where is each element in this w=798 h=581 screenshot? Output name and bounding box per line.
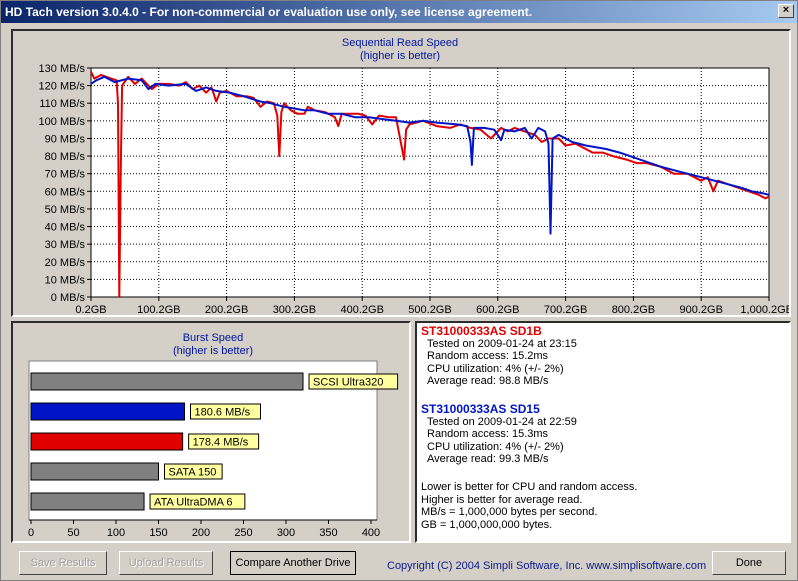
note-line: GB = 1,000,000,000 bytes.	[421, 518, 553, 531]
results-info-panel: ST31000333AS SD1B Tested on 2009-01-24 a…	[415, 321, 791, 543]
y-tick-label: 20 MB/s	[45, 257, 86, 269]
burst-bar-label-box	[164, 463, 223, 480]
y-tick-label: 70 MB/s	[45, 169, 86, 181]
window-title: HD Tach version 3.0.4.0 - For non-commer…	[5, 5, 533, 19]
x-tick-label: 900.2GB	[679, 304, 722, 315]
burst-bar-label-box	[149, 493, 246, 510]
upload-results-button[interactable]: Upload Results	[119, 551, 213, 575]
burst-bar	[30, 402, 186, 421]
drive1-tested: Tested on 2009-01-24 at 23:15	[427, 337, 577, 350]
y-tick-label: 40 MB/s	[45, 222, 86, 234]
drive2-cpu-utilization: CPU utilization: 4% (+/- 2%)	[427, 440, 564, 453]
series-line-1	[89, 71, 770, 298]
burst-speed-chart: Burst Speed (higher is better) 0 50 100 150…	[28, 332, 399, 539]
burst-bar	[30, 372, 304, 391]
x-tick-label: 300.2GB	[273, 304, 316, 315]
drive1-random-access: Random access: 15.2ms	[427, 350, 549, 363]
burst-bar-label-box	[188, 433, 260, 450]
burst-x-tick-label: 200	[192, 527, 210, 539]
burst-bar-label-box	[308, 373, 399, 390]
burst-x-tick-label: 250	[234, 527, 252, 539]
burst-x-tick-label: 100	[107, 527, 125, 539]
title-bar[interactable]: HD Tach version 3.0.4.0 - For non-commer…	[1, 1, 797, 23]
chart-title: Sequential Read Speed	[342, 37, 458, 49]
x-tick-label: 500.2GB	[408, 304, 451, 315]
burst-bar-label: ATA UltraDMA 6	[154, 497, 232, 509]
burst-bar	[30, 492, 145, 511]
x-tick-label: 800.2GB	[612, 304, 655, 315]
sequential-read-chart: Sequential Read Speed (higher is better)…	[39, 37, 793, 316]
note-line: Higher is better for average read.	[421, 493, 583, 506]
note-line: MB/s = 1,000,000 bytes per second.	[421, 506, 598, 519]
burst-bar-label: SATA 150	[169, 467, 217, 479]
burst-chart-subtitle: (higher is better)	[173, 345, 253, 357]
y-tick-label: 80 MB/s	[45, 151, 86, 163]
drive1-cpu-utilization: CPU utilization: 4% (+/- 2%)	[427, 362, 564, 375]
drive2-tested: Tested on 2009-01-24 at 22:59	[427, 415, 577, 428]
copyright-text: Copyright (C) 2004 Simpli Software, Inc.…	[387, 560, 707, 572]
y-tick-label: 0 MB/s	[51, 292, 86, 304]
burst-speed-panel: Burst Speed (higher is better) 0 50 100 150…	[11, 321, 411, 543]
burst-x-tick-label: 350	[319, 527, 337, 539]
y-tick-label: 130 MB/s	[39, 63, 86, 75]
burst-bar-label: SCSI Ultra320	[313, 377, 383, 389]
note-line: Lower is better for CPU and random acces…	[421, 481, 638, 493]
drive2-average-read: Average read: 99.3 MB/s	[427, 453, 549, 466]
drive2-results: ST31000333AS SD15 Tested on 2009-01-24 a…	[421, 403, 577, 466]
y-tick-label: 110 MB/s	[39, 98, 85, 110]
sequential-read-panel: Sequential Read Speed (higher is better)…	[11, 29, 793, 317]
y-tick-label: 60 MB/s	[45, 186, 86, 198]
y-tick-label: 10 MB/s	[45, 274, 86, 286]
x-tick-label: 400.2GB	[340, 304, 383, 315]
burst-x-tick-label: 150	[149, 527, 167, 539]
compare-another-drive-button[interactable]: Compare Another Drive	[230, 551, 356, 575]
notes: Lower is better for CPU and random acces…	[421, 481, 637, 531]
burst-x-tick-label: 0	[28, 527, 34, 539]
y-tick-label: 50 MB/s	[45, 204, 86, 216]
burst-bar-label-box	[190, 403, 262, 420]
y-tick-label: 30 MB/s	[45, 239, 86, 251]
y-tick-label: 90 MB/s	[45, 133, 86, 145]
drive1-name: ST31000333AS SD1B	[421, 324, 542, 338]
y-tick-label: 120 MB/s	[39, 81, 86, 93]
drive2-random-access: Random access: 15.3ms	[427, 428, 549, 441]
burst-bar-label: 178.4 MB/s	[193, 437, 249, 449]
chart-subtitle: (higher is better)	[360, 50, 440, 62]
burst-bar	[30, 432, 184, 451]
save-results-button[interactable]: Save Results	[19, 551, 107, 575]
close-icon[interactable]: ×	[778, 4, 794, 18]
done-button[interactable]: Done	[712, 551, 786, 575]
drive2-name: ST31000333AS SD15	[421, 402, 540, 416]
x-tick-label: 700.2GB	[544, 304, 587, 315]
burst-chart-title: Burst Speed	[183, 332, 244, 344]
burst-bar	[30, 462, 159, 481]
x-tick-label: 200.2GB	[205, 304, 248, 315]
y-tick-label: 100 MB/s	[39, 116, 86, 128]
drive1-results: ST31000333AS SD1B Tested on 2009-01-24 a…	[421, 325, 577, 388]
burst-x-tick-label: 50	[67, 527, 79, 539]
x-tick-label: 0.2GB	[75, 304, 106, 315]
x-tick-label: 600.2GB	[476, 304, 519, 315]
burst-x-tick-label: 300	[277, 527, 295, 539]
burst-bar-label: 180.6 MB/s	[195, 407, 251, 419]
drive1-average-read: Average read: 98.8 MB/s	[427, 375, 549, 388]
burst-x-tick-label: 400	[362, 527, 380, 539]
x-tick-label: 100.2GB	[137, 304, 180, 315]
x-tick-label: 1,000.2GB	[740, 304, 789, 315]
series-line-2	[90, 75, 770, 235]
